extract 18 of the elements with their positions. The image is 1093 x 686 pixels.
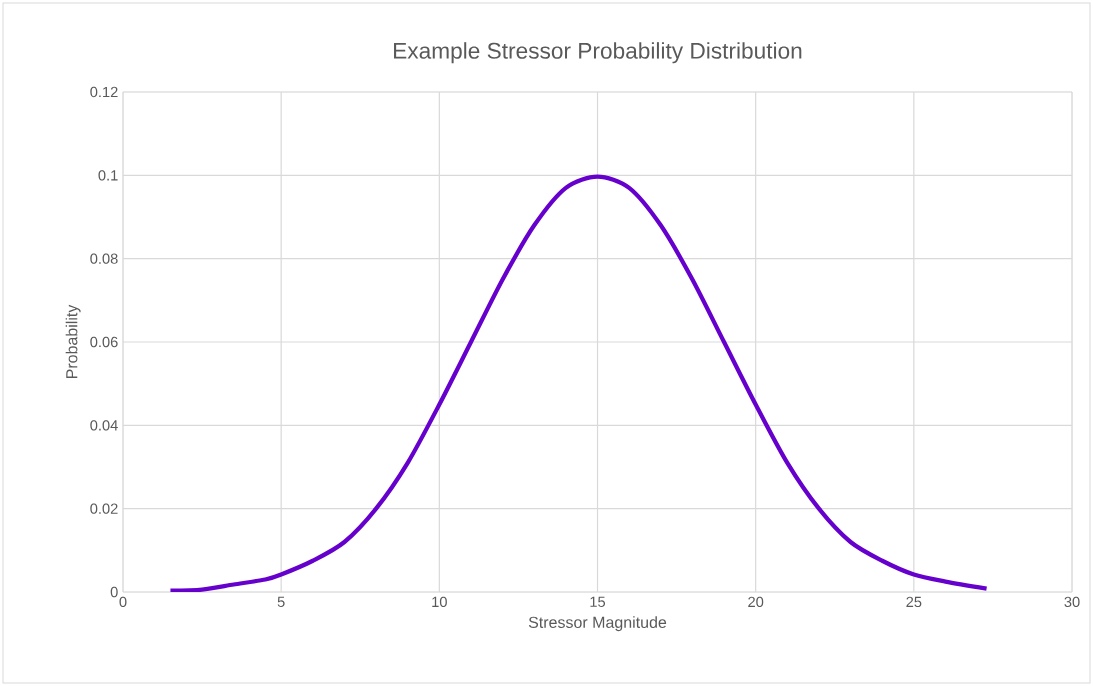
y-tick-label: 0.02 [90,503,118,514]
y-tick-label: 0.06 [90,336,118,348]
y-tick-label: 0 [110,586,118,598]
chart-title: Example Stressor Probability Distribution [394,42,802,64]
y-axis-title: Probability [65,304,81,379]
y-tick-label: 0.1 [98,170,118,181]
y-tick-label: 0.04 [90,420,118,431]
line-series [168,174,989,592]
x-tick-label: 25 [906,596,922,608]
x-tick-label: 0 [119,596,127,608]
x-tick-label: 15 [590,596,606,607]
y-tick-label: 0.08 [90,253,118,264]
x-tick-label: 5 [277,596,285,607]
y-tick-label: 0.12 [90,86,118,98]
x-tick-label: 30 [1064,596,1080,608]
x-tick-label: 10 [432,596,447,608]
x-tick-label: 20 [748,596,764,608]
x-axis-title: Stressor Magnitude [528,616,667,632]
